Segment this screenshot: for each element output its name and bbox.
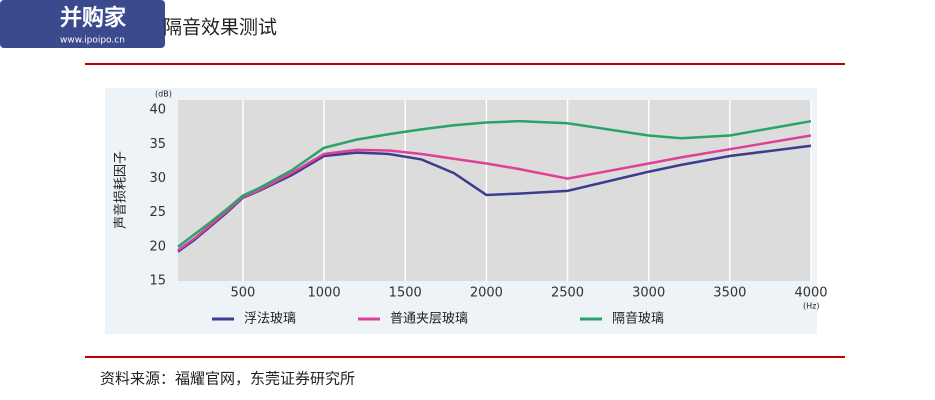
x-tick-label: 3500 — [713, 286, 746, 301]
watermark-name: 并购家 — [60, 5, 127, 31]
chart-title: 隔音效果测试 — [163, 17, 277, 39]
x-tick-label: 2500 — [551, 286, 584, 301]
x-tick-label: 2000 — [470, 286, 503, 301]
y-tick-label: 25 — [149, 205, 166, 220]
source: 资料来源：福耀官网，东莞证券研究所 — [100, 370, 355, 388]
x-tick-label: 1000 — [308, 286, 341, 301]
x-tick-label: 500 — [231, 286, 256, 301]
x-unit: (Hz) — [803, 302, 819, 311]
y-tick-label: 20 — [149, 239, 166, 254]
x-tick-label: 1500 — [389, 286, 422, 301]
x-tick-label: 3000 — [632, 286, 665, 301]
legend-label: 隔音玻璃 — [612, 311, 664, 327]
y-tick-label: 30 — [149, 171, 166, 186]
y-tick-label: 40 — [149, 103, 166, 118]
plot-area — [178, 100, 811, 281]
watermark-bg — [0, 0, 165, 48]
line — [177, 119, 812, 248]
y-tick-label: 15 — [149, 274, 166, 289]
legend-label: 普通夹层玻璃 — [390, 312, 468, 327]
x-tick-label: 4000 — [794, 286, 827, 301]
legend-label: 浮法玻璃 — [244, 312, 296, 327]
y-unit: (dB) — [155, 90, 172, 99]
y-label: 声音损耗因子 — [113, 151, 129, 229]
y-tick-label: 35 — [149, 137, 166, 152]
line — [177, 134, 812, 252]
watermark-url: www.ipoipo.cn — [60, 36, 125, 46]
